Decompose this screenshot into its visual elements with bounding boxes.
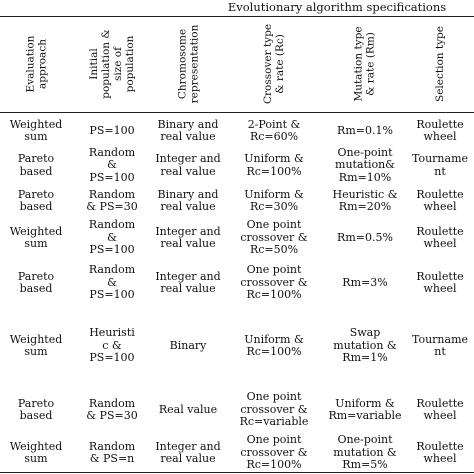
table-row: Weighted sum Heuristi c & PS=100 Binary … — [0, 318, 474, 374]
table-cell: Rm=0.5% — [337, 230, 393, 244]
table-cell: One point crossover & Rc=100% — [240, 433, 308, 472]
table-cell: Random & PS=100 — [88, 145, 136, 184]
table-cell: One-point mutation& Rm=10% — [335, 145, 395, 184]
table-row: Pareto based Random & PS=30 Real value O… — [0, 384, 474, 436]
table-cell: Weighted sum — [9, 439, 63, 465]
table-cell: Integer and real value — [155, 152, 221, 178]
table-cell: Roulette wheel — [416, 224, 464, 250]
table-cell: One point crossover & Rc=variable — [239, 390, 309, 429]
column-header-mutation: Mutation type & rate (Rm) — [353, 26, 377, 102]
column-header-selection-type: Selection type — [434, 26, 447, 102]
table-cell: Integer and real value — [155, 269, 221, 295]
table-cell: Heuristic & Rm=20% — [332, 187, 398, 213]
table-cell: Roulette wheel — [416, 187, 464, 213]
top-rule — [0, 16, 474, 17]
table-cell: Pareto based — [17, 187, 55, 213]
table-cell: Heuristi c & PS=100 — [89, 326, 135, 365]
table-cell: Rm=3% — [342, 275, 388, 289]
table-row: Weighted sum Random & PS=100 Integer and… — [0, 218, 474, 258]
table-row: Weighted sum PS=100 Binary and real valu… — [0, 115, 474, 147]
table-cell: Binary — [169, 338, 207, 352]
header-rule — [0, 112, 474, 113]
table-cell: Pareto based — [17, 396, 55, 422]
table-cell: Weighted sum — [9, 332, 63, 358]
table-row: Weighted sum Random & PS=n Integer and r… — [0, 434, 474, 472]
table-cell: 2-Point & Rc=60% — [247, 117, 301, 143]
table-cell: Tourname nt — [411, 152, 469, 178]
table-row: Pareto based Random & PS=100 Integer and… — [0, 258, 474, 308]
table-cell: Real value — [158, 402, 218, 416]
table-cell: Pareto based — [17, 269, 55, 295]
table-cell: Uniform & Rc=100% — [244, 332, 304, 358]
table-cell: Weighted sum — [9, 224, 63, 250]
table-cell: Random & PS=n — [88, 439, 136, 465]
table-cell: PS=100 — [89, 123, 135, 137]
table-cell: Roulette wheel — [416, 396, 464, 422]
table-cell: Random & PS=100 — [88, 218, 136, 257]
table-cell: Binary and real value — [157, 187, 219, 213]
table-cell: Pareto based — [17, 152, 55, 178]
table-cell: Swap mutation & Rm=1% — [333, 326, 397, 365]
column-header-crossover: Crossover type & rate (Rc) — [262, 23, 286, 105]
table-cell: Uniform & Rc=30% — [244, 187, 304, 213]
table-cell: Roulette wheel — [416, 269, 464, 295]
group-header: Evolutionary algorithm specifications — [227, 0, 447, 14]
table-cell: Tourname nt — [411, 332, 469, 358]
table-cell: Weighted sum — [9, 117, 63, 143]
table-cell: Random & PS=30 — [86, 396, 138, 422]
table-cell: One point crossover & Rc=100% — [240, 263, 308, 302]
table-cell: Rm=0.1% — [337, 123, 393, 137]
table-cell: Uniform & Rm=variable — [328, 396, 402, 422]
table-cell: Random & PS=100 — [88, 263, 136, 302]
table-cell: Roulette wheel — [416, 439, 464, 465]
table-cell: One point crossover & Rc=50% — [240, 218, 308, 257]
table-row: Pareto based Random & PS=30 Binary and r… — [0, 184, 474, 218]
table-cell: Random & PS=30 — [86, 187, 138, 213]
column-header-chromosome-representation: Chromosome representation — [176, 24, 201, 104]
table-cell: One-point mutation & Rm=5% — [333, 433, 397, 472]
table-cell: Integer and real value — [155, 224, 221, 250]
bottom-rule — [0, 472, 474, 473]
table-row: Pareto based Random & PS=100 Integer and… — [0, 145, 474, 184]
table-cell: Integer and real value — [155, 439, 221, 465]
column-header-initial-population: Initial population & size of population — [88, 29, 136, 99]
table-cell: Uniform & Rc=100% — [244, 152, 304, 178]
column-header-evaluation-approach: Evaluation approach — [24, 35, 48, 93]
table-cell: Roulette wheel — [416, 117, 464, 143]
table-cell: Binary and real value — [157, 117, 219, 143]
